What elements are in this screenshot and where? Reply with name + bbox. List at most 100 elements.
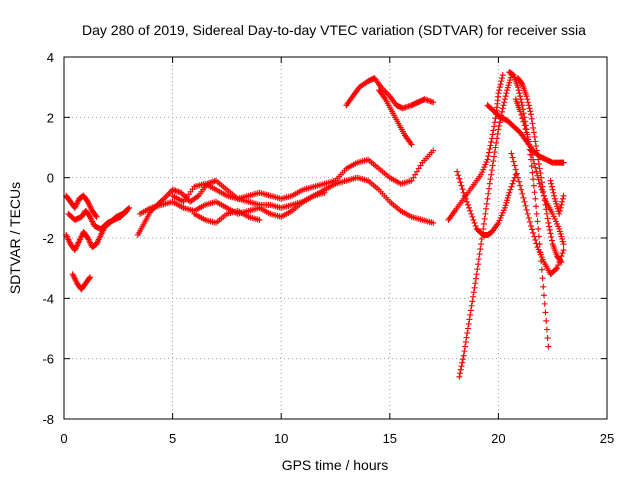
x-tick-label: 5	[169, 431, 176, 446]
data-point	[533, 142, 540, 149]
data-point	[491, 153, 498, 160]
data-point	[475, 256, 482, 263]
data-point	[493, 135, 500, 142]
data-point	[430, 99, 437, 106]
data-point	[555, 262, 562, 269]
data-point	[86, 275, 93, 282]
y-axis-label: SDTVAR / TECUs	[7, 182, 23, 294]
data-point	[527, 147, 534, 154]
data-point	[537, 183, 544, 190]
data-point	[498, 78, 505, 85]
data-point	[535, 225, 542, 232]
data-point	[469, 213, 476, 220]
data-point	[544, 215, 551, 222]
data-point	[472, 280, 479, 287]
data-point	[543, 326, 550, 333]
data-point	[552, 266, 559, 273]
data-point	[465, 320, 472, 327]
data-point	[528, 115, 535, 122]
data-point	[468, 302, 475, 309]
data-points	[63, 69, 567, 380]
data-point	[538, 266, 545, 273]
series-track-c	[65, 207, 130, 232]
data-point	[512, 171, 519, 178]
grid-lines	[64, 57, 607, 419]
data-point	[491, 149, 498, 156]
data-point	[497, 81, 504, 88]
data-point	[501, 99, 508, 106]
data-point	[545, 343, 552, 350]
data-point	[506, 189, 513, 196]
data-point	[525, 138, 532, 145]
data-point	[542, 309, 549, 316]
data-point	[513, 170, 520, 177]
data-point	[410, 174, 417, 181]
data-point	[545, 219, 552, 226]
data-point	[464, 325, 471, 332]
data-point	[488, 167, 495, 174]
series-track-b	[63, 192, 100, 220]
data-point	[548, 180, 555, 187]
data-point	[535, 156, 542, 163]
data-point	[470, 216, 477, 223]
data-point	[518, 111, 525, 118]
data-point	[496, 119, 503, 126]
data-point	[476, 251, 483, 258]
data-point	[486, 146, 493, 153]
data-point	[479, 230, 486, 237]
data-point	[518, 99, 525, 106]
data-point	[462, 339, 469, 346]
data-point	[519, 115, 526, 122]
data-point	[499, 75, 506, 82]
data-point	[482, 210, 489, 217]
data-point	[532, 164, 539, 171]
data-point	[526, 105, 533, 112]
data-point	[529, 120, 536, 127]
data-point	[530, 176, 537, 183]
data-point	[560, 247, 567, 254]
data-point	[525, 102, 532, 109]
data-point	[530, 229, 537, 236]
data-point	[93, 213, 100, 220]
data-point	[529, 226, 536, 233]
data-point	[488, 138, 495, 145]
x-tick-label: 20	[491, 431, 505, 446]
data-point	[543, 210, 550, 217]
series-track-i	[343, 75, 437, 112]
data-point	[490, 158, 497, 165]
data-point	[547, 177, 554, 184]
data-point	[521, 122, 528, 129]
data-point	[531, 189, 538, 196]
data-point	[524, 210, 531, 217]
data-point	[194, 193, 201, 200]
y-tick-label: -2	[42, 231, 54, 246]
data-point	[548, 233, 555, 240]
data-point	[496, 87, 503, 94]
data-point	[469, 298, 476, 305]
data-point	[533, 203, 540, 210]
series-track-f	[137, 174, 437, 226]
data-point	[488, 135, 495, 142]
data-point	[556, 259, 563, 266]
y-tick-label: 4	[47, 50, 54, 65]
data-point	[459, 356, 466, 363]
data-point	[485, 153, 492, 160]
data-point	[532, 237, 539, 244]
data-point	[514, 84, 521, 91]
data-point	[531, 160, 538, 167]
data-point	[510, 158, 517, 165]
data-point	[466, 204, 473, 211]
data-point	[501, 96, 508, 103]
data-point	[408, 177, 415, 184]
data-point	[541, 300, 548, 307]
x-tick-label: 25	[600, 431, 614, 446]
data-point	[556, 207, 563, 214]
data-point	[560, 159, 567, 166]
data-point	[512, 166, 519, 173]
data-point	[521, 198, 528, 205]
data-point	[457, 179, 464, 186]
data-point	[543, 317, 550, 324]
data-point	[546, 226, 553, 233]
data-point	[455, 172, 462, 179]
